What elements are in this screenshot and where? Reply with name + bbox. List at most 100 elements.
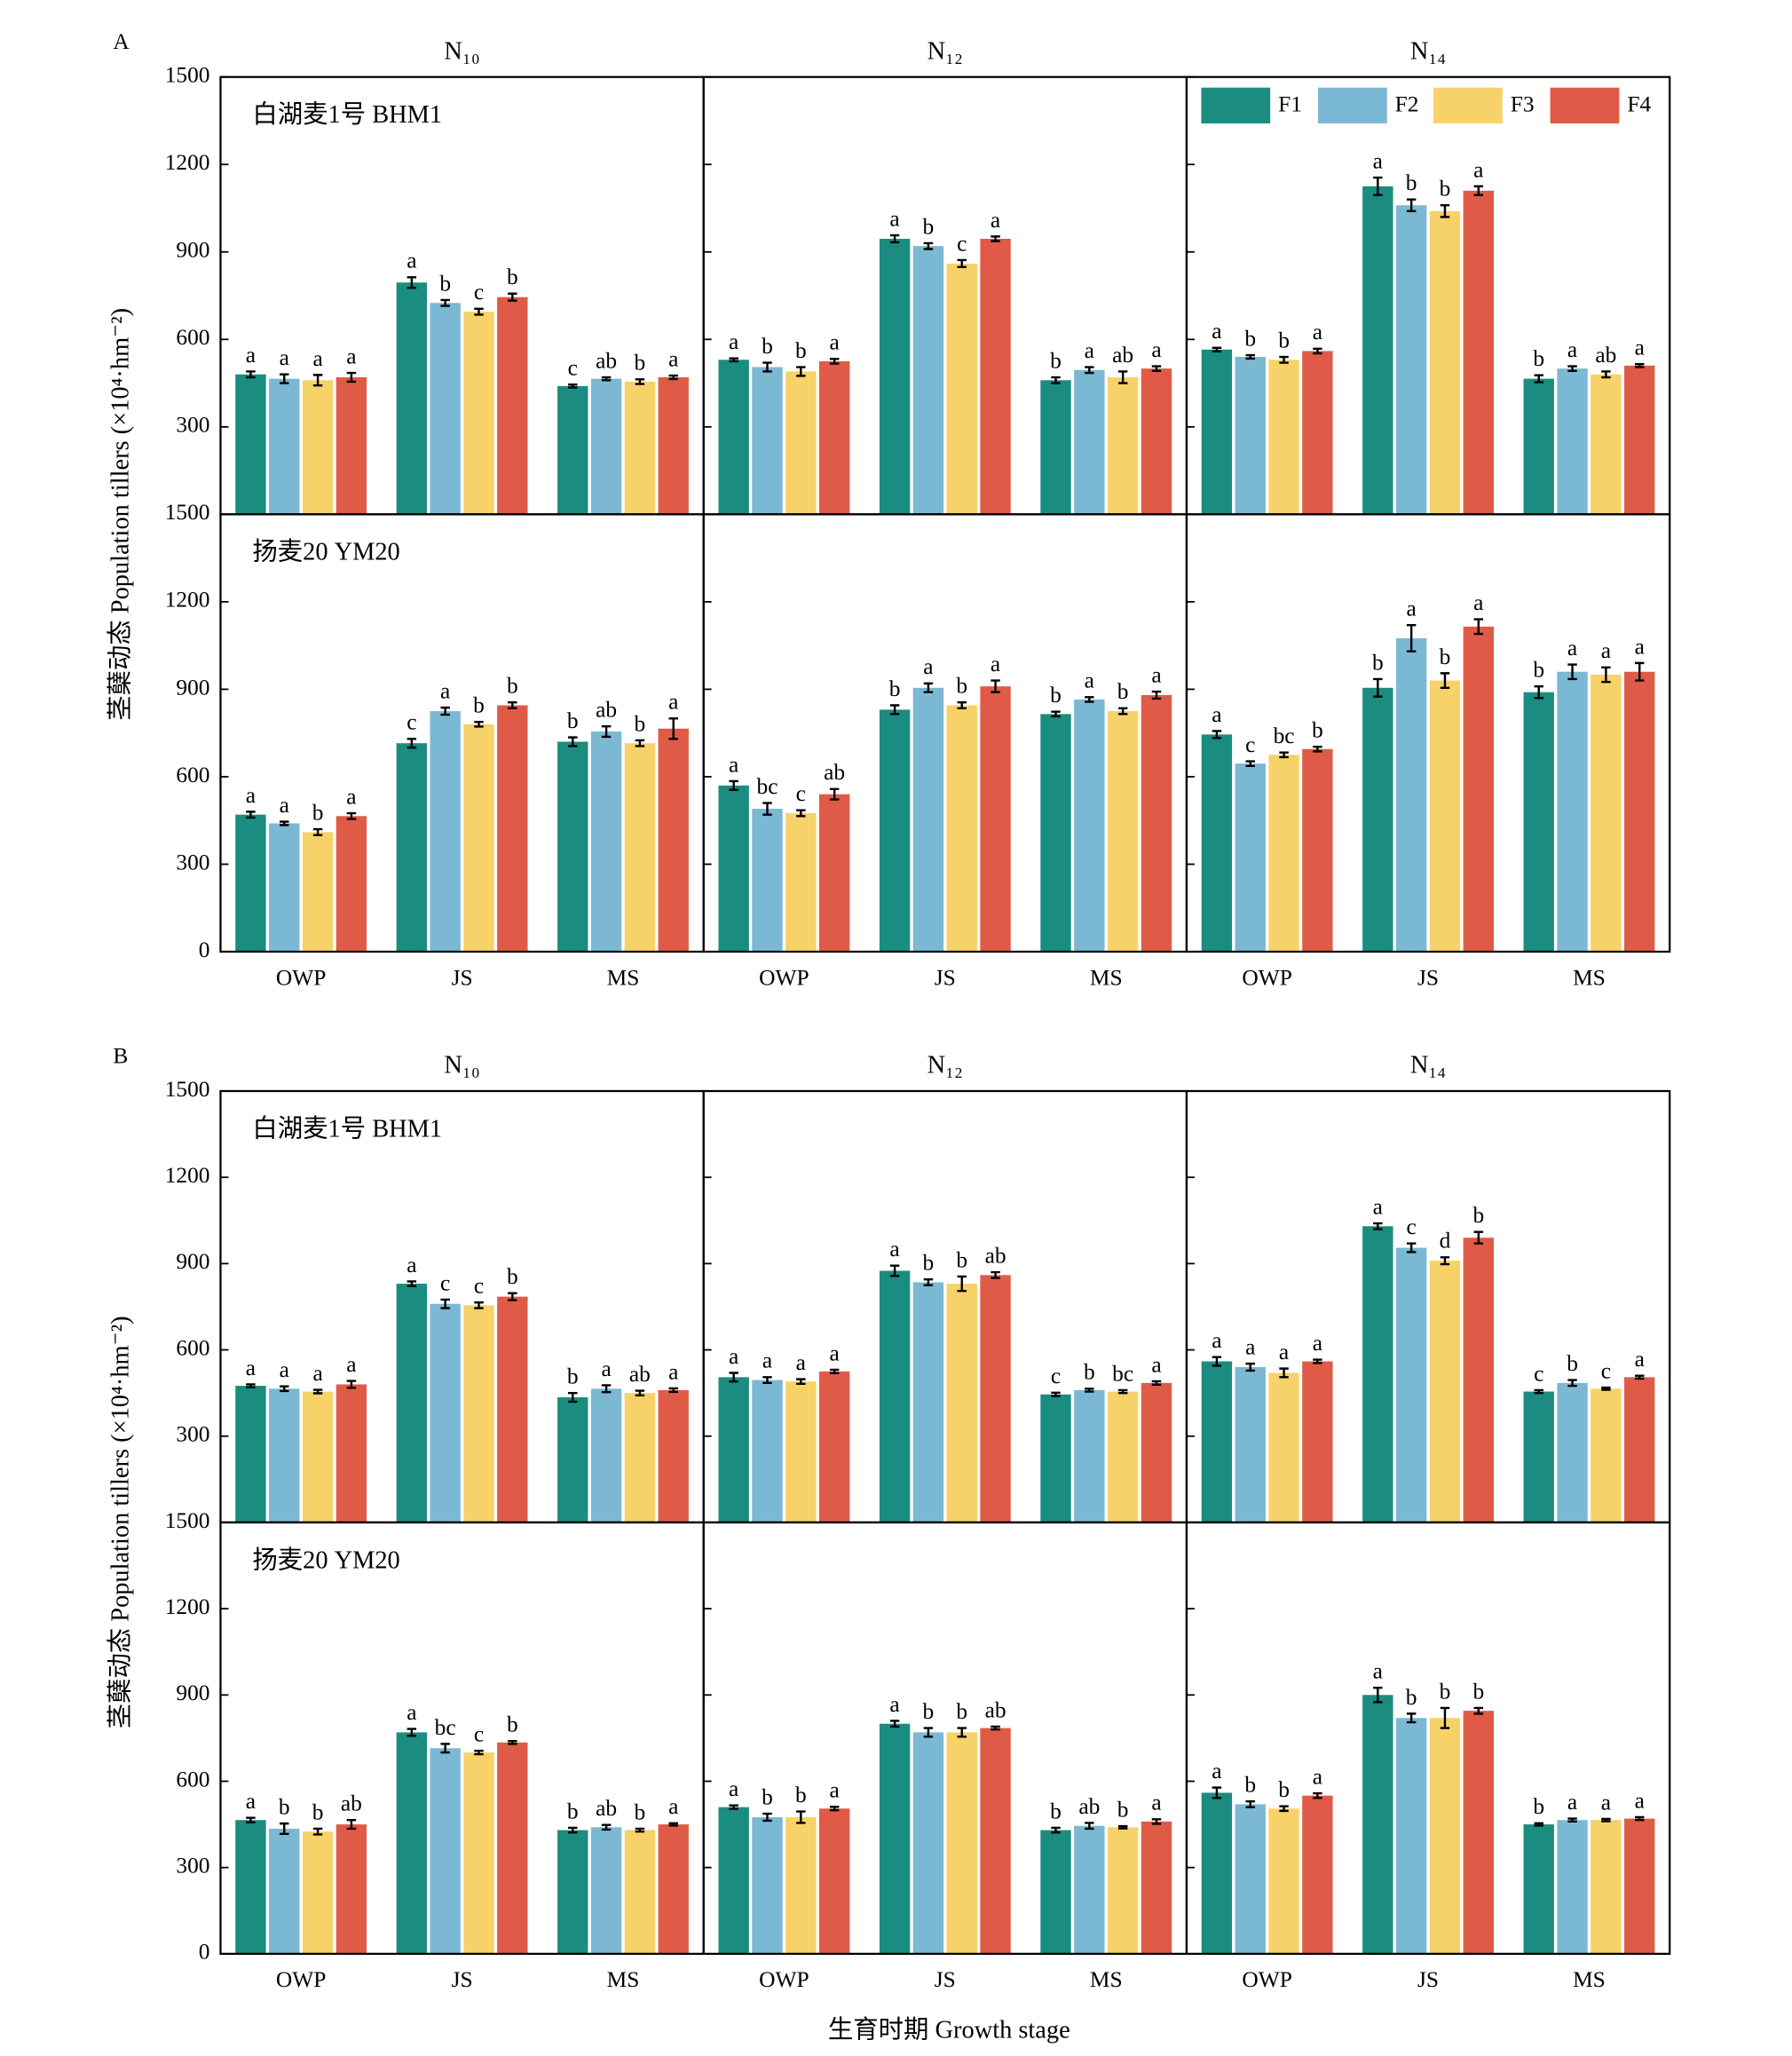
error-bar <box>1117 370 1128 384</box>
bar <box>624 743 656 953</box>
error-bar <box>889 1264 900 1277</box>
error-bar <box>729 1804 738 1810</box>
bar <box>1395 1718 1427 1954</box>
significance-letter: a <box>729 329 738 354</box>
bar <box>658 1389 689 1522</box>
error-bar <box>1051 1391 1061 1397</box>
significance-letter: a <box>1373 1194 1383 1219</box>
bar <box>980 1275 1011 1522</box>
error-bar <box>1440 672 1450 689</box>
significance-letter: a <box>1373 1659 1383 1684</box>
bar <box>624 381 656 515</box>
significance-letter: b <box>1050 348 1062 373</box>
error-bar <box>1117 1824 1128 1830</box>
bar <box>946 263 977 515</box>
bar <box>1107 1827 1139 1954</box>
bar <box>1395 205 1427 515</box>
bar <box>497 1742 528 1954</box>
significance-letter: b <box>956 674 967 699</box>
y-tick-label: 300 <box>176 1422 209 1447</box>
error-bar <box>346 811 357 820</box>
x-tick-label: JS <box>452 965 473 990</box>
significance-letter: b <box>889 676 901 701</box>
bar <box>1624 1377 1655 1522</box>
bar <box>1201 1361 1233 1522</box>
bar <box>980 239 1011 515</box>
bar <box>557 1830 588 1954</box>
bar <box>336 377 367 515</box>
error-bar <box>568 736 578 747</box>
error-bar <box>508 292 517 302</box>
figure-label: B <box>113 1043 128 1068</box>
bar <box>1040 714 1071 953</box>
bar <box>1141 368 1172 515</box>
error-bar <box>1151 690 1162 700</box>
bar <box>1235 763 1266 953</box>
significance-letter: b <box>1244 326 1256 351</box>
significance-letter: b <box>567 1364 579 1389</box>
panel-frame <box>1185 1521 1671 1955</box>
error-bar <box>1085 366 1094 375</box>
bar <box>1395 1247 1427 1522</box>
error-bar <box>440 1743 450 1754</box>
significance-letter: b <box>1312 718 1323 743</box>
error-bar <box>1117 707 1128 716</box>
significance-letter: a <box>762 1348 772 1373</box>
significance-letter: b <box>1472 1203 1484 1228</box>
bar <box>1429 680 1461 953</box>
significance-letter: ab <box>824 760 845 785</box>
bar <box>1429 1718 1461 1954</box>
error-bar <box>1473 618 1484 636</box>
error-bar <box>762 802 772 816</box>
bar <box>624 1830 656 1954</box>
significance-letter: a <box>796 1350 806 1375</box>
significance-letter: b <box>1117 679 1129 704</box>
bar <box>752 1816 783 1954</box>
error-bar <box>1117 1388 1128 1395</box>
error-bar <box>508 1292 517 1301</box>
bar <box>1302 1795 1333 1954</box>
error-bar <box>635 378 645 385</box>
bar <box>658 377 689 515</box>
error-bar <box>1634 1374 1645 1380</box>
y-tick-label: 300 <box>176 413 209 438</box>
y-tick-label: 300 <box>176 850 209 874</box>
error-bar <box>346 371 357 384</box>
x-tick-label: JS <box>935 965 956 990</box>
x-tick-label: OWP <box>276 1967 326 1992</box>
legend-swatch <box>1317 87 1387 124</box>
bar <box>912 687 944 953</box>
bar <box>785 371 817 515</box>
bar <box>718 1807 749 1954</box>
significance-letter: c <box>1534 1361 1543 1386</box>
error-bar <box>312 827 323 836</box>
error-bar <box>346 1819 357 1831</box>
error-bar <box>1601 1817 1611 1823</box>
bar <box>1362 186 1393 515</box>
bar <box>785 1381 817 1522</box>
bar <box>1107 377 1139 515</box>
bar <box>912 1732 944 1954</box>
significance-letter: b <box>1278 328 1290 352</box>
bar <box>879 1723 911 1954</box>
significance-letter: b <box>1050 683 1062 708</box>
significance-letter: a <box>889 1692 899 1717</box>
error-bar <box>1567 663 1577 681</box>
bar <box>1235 1367 1266 1522</box>
significance-letter: a <box>1085 668 1094 693</box>
significance-letter: b <box>795 1783 807 1807</box>
significance-letter: a <box>407 249 416 273</box>
y-tick-label: 1200 <box>165 1594 210 1619</box>
bar <box>718 360 749 515</box>
bar <box>497 1296 528 1522</box>
error-bar <box>1212 346 1222 352</box>
error-bar <box>246 1383 256 1388</box>
significance-letter: b <box>635 1799 646 1824</box>
bar <box>590 378 622 515</box>
x-tick-label: MS <box>1090 965 1123 990</box>
error-bar <box>474 1301 484 1309</box>
significance-letter: b <box>507 674 518 699</box>
error-bar <box>668 1822 678 1827</box>
significance-letter: a <box>830 330 840 355</box>
significance-letter: ab <box>596 1796 617 1821</box>
